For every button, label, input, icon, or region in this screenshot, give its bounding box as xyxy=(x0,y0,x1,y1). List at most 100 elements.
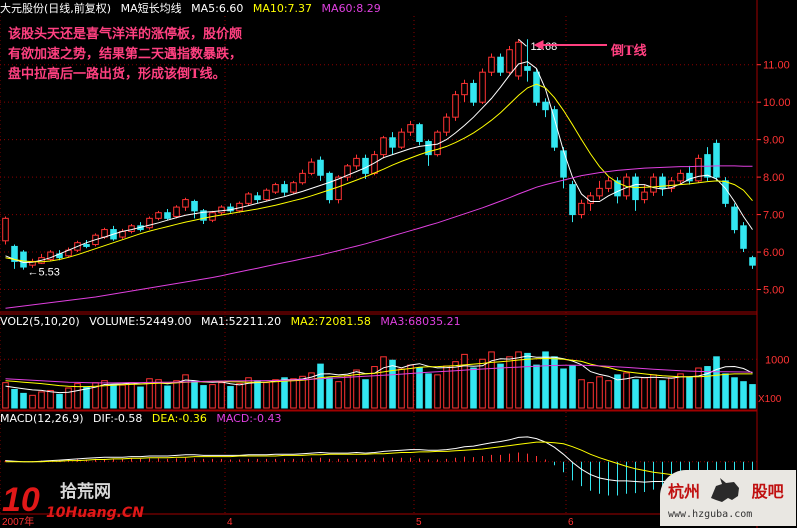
date-tick-label: 5 xyxy=(416,517,422,528)
volume-bar xyxy=(731,377,738,409)
volume-tick-label: 1000 xyxy=(765,354,789,366)
volume-ma1-line xyxy=(5,355,753,394)
volume-unit-label: X100 xyxy=(758,394,782,405)
candle-body xyxy=(416,124,423,143)
price-ma-lines xyxy=(5,61,753,309)
candle-body xyxy=(272,184,279,193)
volume-bar xyxy=(479,358,486,409)
volume-bar xyxy=(83,387,90,409)
candle-body xyxy=(569,184,576,216)
volume-value: VOLUME:52449.00 xyxy=(89,315,192,328)
candle-body xyxy=(47,251,54,261)
volume-bar xyxy=(344,375,351,409)
volume-bar xyxy=(704,366,711,409)
volume-bar xyxy=(101,380,108,409)
inverted-t-arrow-head xyxy=(533,40,544,50)
volume-bar xyxy=(2,382,9,409)
volume-bar xyxy=(389,359,396,409)
indicator-name[interactable]: MA短长均线 xyxy=(120,2,182,15)
candle-body xyxy=(380,137,387,156)
volume-title[interactable]: VOL2(5,10,20) xyxy=(0,315,80,328)
volume-bar xyxy=(254,380,261,409)
price-markers: 11.68 ←5.53 xyxy=(28,38,607,279)
volume-bar xyxy=(551,356,558,409)
volume-bar xyxy=(308,372,315,409)
volume-bar xyxy=(677,373,684,409)
volume-bar xyxy=(173,380,180,409)
volume-bar xyxy=(371,366,378,409)
candle-body xyxy=(605,180,612,189)
volume-bar xyxy=(398,368,405,409)
volume-bar xyxy=(740,381,747,409)
candle-body xyxy=(614,180,621,197)
volume-bar xyxy=(164,385,171,409)
candle-body xyxy=(398,131,405,148)
price-tick-label: 11.00 xyxy=(763,60,790,72)
volume-bar xyxy=(146,378,153,409)
volume-bar xyxy=(272,379,279,409)
volume-bar xyxy=(317,363,324,409)
volume-bar xyxy=(407,364,414,409)
volume-bar xyxy=(290,378,297,409)
volume-bar xyxy=(128,382,135,409)
candle-body xyxy=(245,193,252,204)
volume-bar xyxy=(533,364,540,409)
volume-ma3: MA3:68035.21 xyxy=(380,315,461,328)
dea-line xyxy=(5,441,753,484)
volume-bar xyxy=(434,374,441,409)
volume-bar xyxy=(461,353,468,409)
volume-bar xyxy=(713,356,720,409)
volume-ma-lines xyxy=(5,355,753,394)
stock-title[interactable]: 大元股份(日线,前复权) xyxy=(0,2,112,15)
logo-number: 10 xyxy=(2,481,40,519)
candle-body xyxy=(20,251,27,268)
volume-bar xyxy=(11,388,18,409)
candle-body xyxy=(479,71,486,103)
candle-body xyxy=(524,66,531,71)
volume-bar xyxy=(227,386,234,409)
candle-body xyxy=(2,217,9,242)
volume-bar xyxy=(515,351,522,409)
volume-bar xyxy=(524,352,531,409)
volume-bar xyxy=(659,380,666,409)
volume-bar xyxy=(200,385,207,409)
ma10-value: MA10:7.37 xyxy=(252,2,313,15)
candle-body xyxy=(434,131,441,156)
candle-body xyxy=(299,172,306,184)
logo-en: 10Huang.CN xyxy=(46,505,144,521)
volume-ma2-line xyxy=(5,357,753,388)
volume-bar xyxy=(722,373,729,409)
candle-body xyxy=(641,191,648,201)
logo-right-cn: 杭州 股吧 xyxy=(668,482,784,501)
candle-body xyxy=(578,202,585,216)
volume-bar xyxy=(209,384,216,409)
candle-body xyxy=(452,94,459,118)
volume-bar xyxy=(236,383,243,409)
candle-body xyxy=(263,189,270,201)
volume-bar xyxy=(56,393,63,409)
volume-bar xyxy=(641,377,648,409)
volume-bar xyxy=(299,375,306,409)
candle-body xyxy=(362,157,369,174)
volume-bar xyxy=(218,382,225,409)
inverted-t-label: 倒T线 xyxy=(611,44,647,59)
macd-dea: DEA:-0.36 xyxy=(151,412,207,425)
candle-body xyxy=(596,187,603,197)
candle-body xyxy=(461,82,468,96)
candle-body xyxy=(650,176,657,193)
candle-body xyxy=(668,180,675,189)
volume-bar xyxy=(191,381,198,409)
candle-body xyxy=(182,199,189,208)
price-panel-header: 大元股份(日线,前复权) MA短长均线 MA5:6.60 MA10:7.37 M… xyxy=(0,1,387,17)
macd-title[interactable]: MACD(12,26,9) xyxy=(0,412,84,425)
volume-bar xyxy=(380,356,387,409)
axes: 11.00 10.00 9.00 8.00 7.00 6.00 5.00 1000 X100 20… xyxy=(2,60,791,528)
candle-body xyxy=(731,206,738,231)
volume-bar xyxy=(263,382,270,409)
volume-bar xyxy=(29,394,36,409)
price-tick-label: 8.00 xyxy=(763,172,784,184)
candle-body xyxy=(146,217,153,229)
volume-bar xyxy=(20,392,27,409)
volume-ma3-line xyxy=(5,364,753,384)
macd-lines xyxy=(5,436,753,496)
